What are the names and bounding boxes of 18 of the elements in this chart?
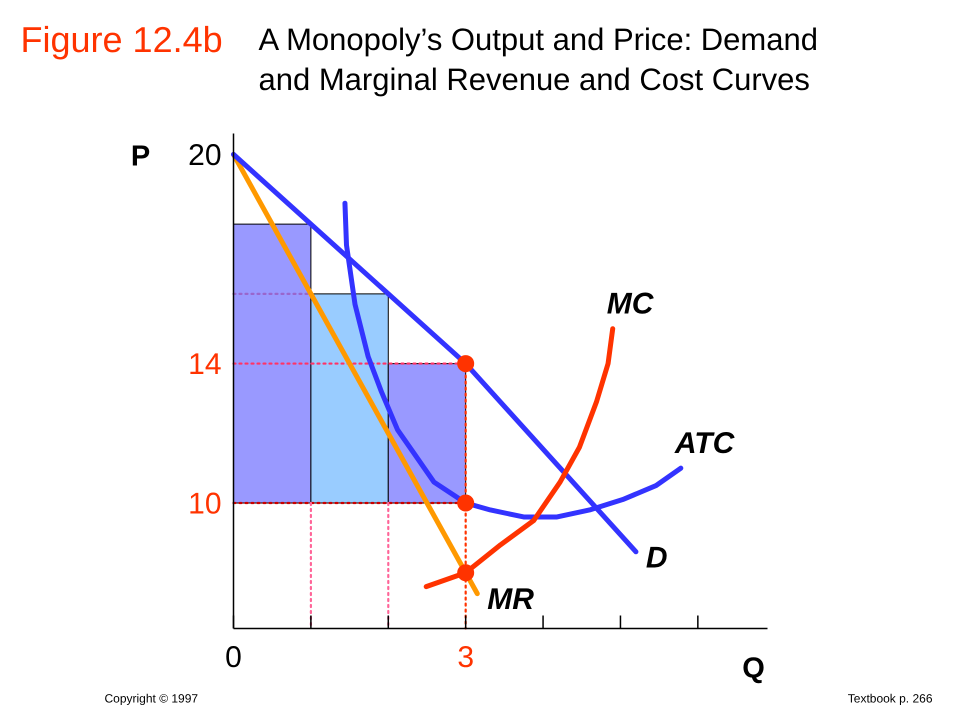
caption: Figure 12.4b xyxy=(20,19,223,60)
point xyxy=(457,355,474,372)
series-label: ATC xyxy=(674,427,736,460)
y-tick-label: 10 xyxy=(188,488,222,521)
series-label: D xyxy=(646,541,668,574)
point xyxy=(457,564,474,582)
y-tick-label: 20 xyxy=(188,138,222,172)
y-axis-title: P xyxy=(130,140,150,172)
text: Copyright © 1997 xyxy=(104,692,198,706)
x-tick-label: 3 xyxy=(457,641,474,674)
x-tick-label: 0 xyxy=(225,641,242,674)
series-label: MR xyxy=(487,583,534,616)
y-tick-label: 14 xyxy=(188,348,222,382)
text: Textbook p. 266 xyxy=(848,692,933,706)
x-axis-title: Q xyxy=(742,652,765,684)
point xyxy=(457,494,474,512)
series-label: MC xyxy=(606,288,655,321)
chart-title: A Monopoly’s Output and Price: Demand and Marginal Revenue and Cost Curves xyxy=(258,22,818,97)
